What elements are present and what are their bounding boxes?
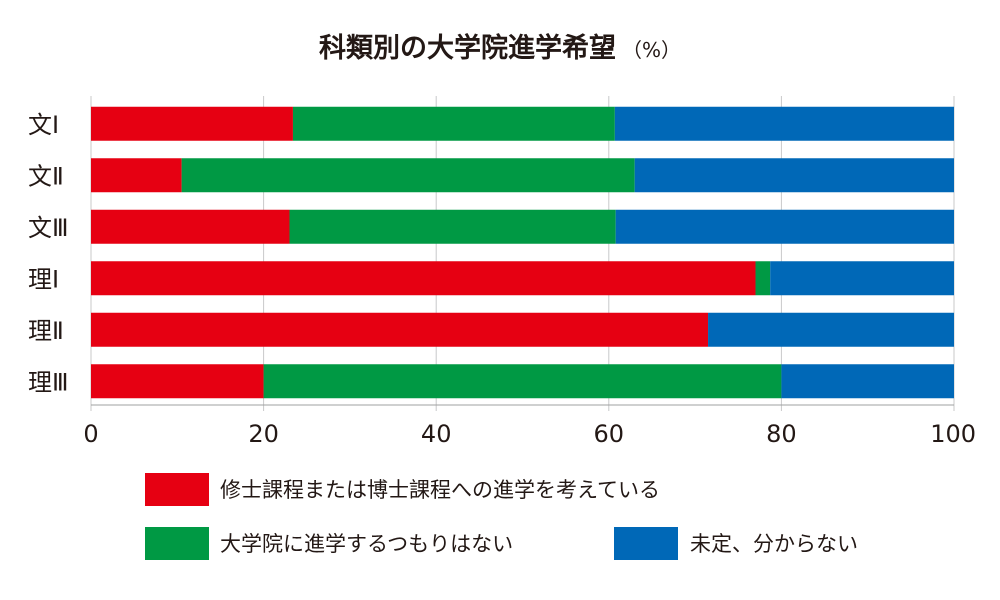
chart-title-text: 科類別の大学院進学希望 bbox=[318, 33, 616, 64]
chart-title-unit: （%） bbox=[621, 38, 681, 62]
category-label-1: 文Ⅰ bbox=[28, 111, 59, 139]
bar-5-series-1 bbox=[91, 312, 709, 347]
x-tick-label-0: 0 bbox=[83, 420, 98, 448]
bar-1-series-1 bbox=[91, 106, 293, 141]
bar-2-series-2 bbox=[181, 158, 635, 193]
x-tick-label-5: 100 bbox=[930, 420, 976, 448]
legend-swatch-2 bbox=[145, 527, 209, 560]
bar-3-series-2 bbox=[289, 209, 616, 244]
x-tick-label-3: 60 bbox=[594, 420, 625, 448]
bar-4-series-3 bbox=[770, 261, 954, 296]
legend-label-1: 修士課程または博士課程への進学を考えている bbox=[220, 478, 660, 502]
bar-2-series-1 bbox=[91, 158, 182, 193]
legend-swatch-1 bbox=[145, 473, 209, 506]
bar-1-series-2 bbox=[292, 106, 615, 141]
category-label-5: 理Ⅱ bbox=[28, 317, 64, 345]
bar-6-series-2 bbox=[263, 364, 782, 399]
bar-1-series-3 bbox=[614, 106, 954, 141]
category-label-4: 理Ⅰ bbox=[28, 265, 59, 293]
category-label-3: 文Ⅲ bbox=[28, 214, 69, 242]
x-tick-label-1: 20 bbox=[248, 420, 279, 448]
bar-5-series-3 bbox=[708, 312, 954, 347]
bar-4-series-1 bbox=[91, 261, 756, 296]
category-label-6: 理Ⅲ bbox=[28, 368, 69, 396]
bar-3-series-3 bbox=[615, 209, 954, 244]
category-label-2: 文Ⅱ bbox=[28, 162, 64, 190]
legend-label-3: 未定、分からない bbox=[690, 532, 858, 556]
chart-title: 科類別の大学院進学希望 （%） bbox=[0, 26, 1000, 65]
x-tick-label-2: 40 bbox=[421, 420, 452, 448]
bar-2-series-3 bbox=[634, 158, 954, 193]
bar-6-series-1 bbox=[91, 364, 264, 399]
bar-6-series-3 bbox=[781, 364, 954, 399]
legend-swatch-3 bbox=[614, 527, 678, 560]
bar-3-series-1 bbox=[91, 209, 290, 244]
bar-4-series-2 bbox=[755, 261, 771, 296]
x-tick-label-4: 80 bbox=[766, 420, 797, 448]
legend-label-2: 大学院に進学するつもりはない bbox=[220, 532, 513, 556]
